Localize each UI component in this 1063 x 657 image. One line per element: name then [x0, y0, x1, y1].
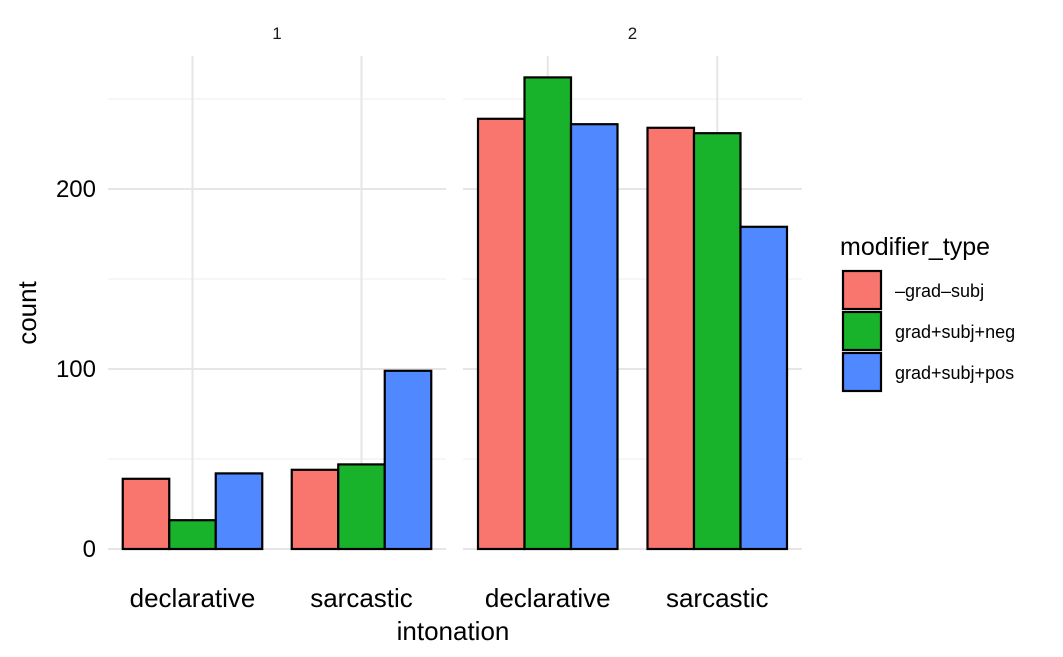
legend-key-swatch — [841, 310, 883, 352]
legend-entry-label: grad+subj+pos — [895, 363, 1014, 383]
bar-grad-subj-neg-declarative — [168, 519, 217, 551]
bar-grad-subj-pos-declarative — [214, 472, 264, 551]
legend-entry-label: –grad–subj — [895, 281, 984, 301]
y-axis-title: count — [12, 280, 42, 344]
legend-key-swatch — [841, 351, 883, 393]
y-tick-label: 0 — [83, 536, 96, 563]
facet-label: 1 — [272, 24, 281, 43]
legend: modifier_type –grad–subj grad+subj+neg gra… — [840, 233, 1015, 393]
y-axis-ticks: 0 100 200 — [56, 176, 96, 563]
bar-grad-subj-neg-sarcastic — [692, 132, 742, 551]
x-tick-label: sarcastic — [310, 583, 413, 613]
x-tick-label: declarative — [130, 583, 256, 613]
bar-grad-subj-neg-sarcastic — [337, 463, 386, 551]
bar-grad-subj-pos-sarcastic — [739, 225, 789, 551]
bar-grad-subj-sarcastic — [290, 468, 340, 551]
bar-grad-subj-neg-declarative — [523, 76, 573, 551]
bar-grad-subj-pos-declarative — [569, 123, 619, 551]
bar-grad-subj-declarative — [476, 117, 526, 551]
bar-grad-subj-pos-sarcastic — [383, 369, 433, 551]
x-tick-label: declarative — [485, 583, 611, 613]
legend-title: modifier_type — [840, 233, 990, 261]
bar-grad-subj-declarative — [121, 477, 171, 551]
x-axis-title: intonation — [397, 616, 510, 646]
x-axis-ticks: declarative sarcastic declarative sarcastic — [130, 583, 769, 613]
y-tick-label: 200 — [56, 176, 96, 203]
bars — [121, 76, 789, 551]
facet-label: 2 — [628, 24, 637, 43]
y-tick-label: 100 — [56, 356, 96, 383]
legend-key-swatch — [841, 269, 883, 311]
legend-entry-label: grad+subj+neg — [895, 322, 1015, 342]
x-tick-label: sarcastic — [666, 583, 769, 613]
bar-grad-subj-sarcastic — [646, 126, 696, 551]
